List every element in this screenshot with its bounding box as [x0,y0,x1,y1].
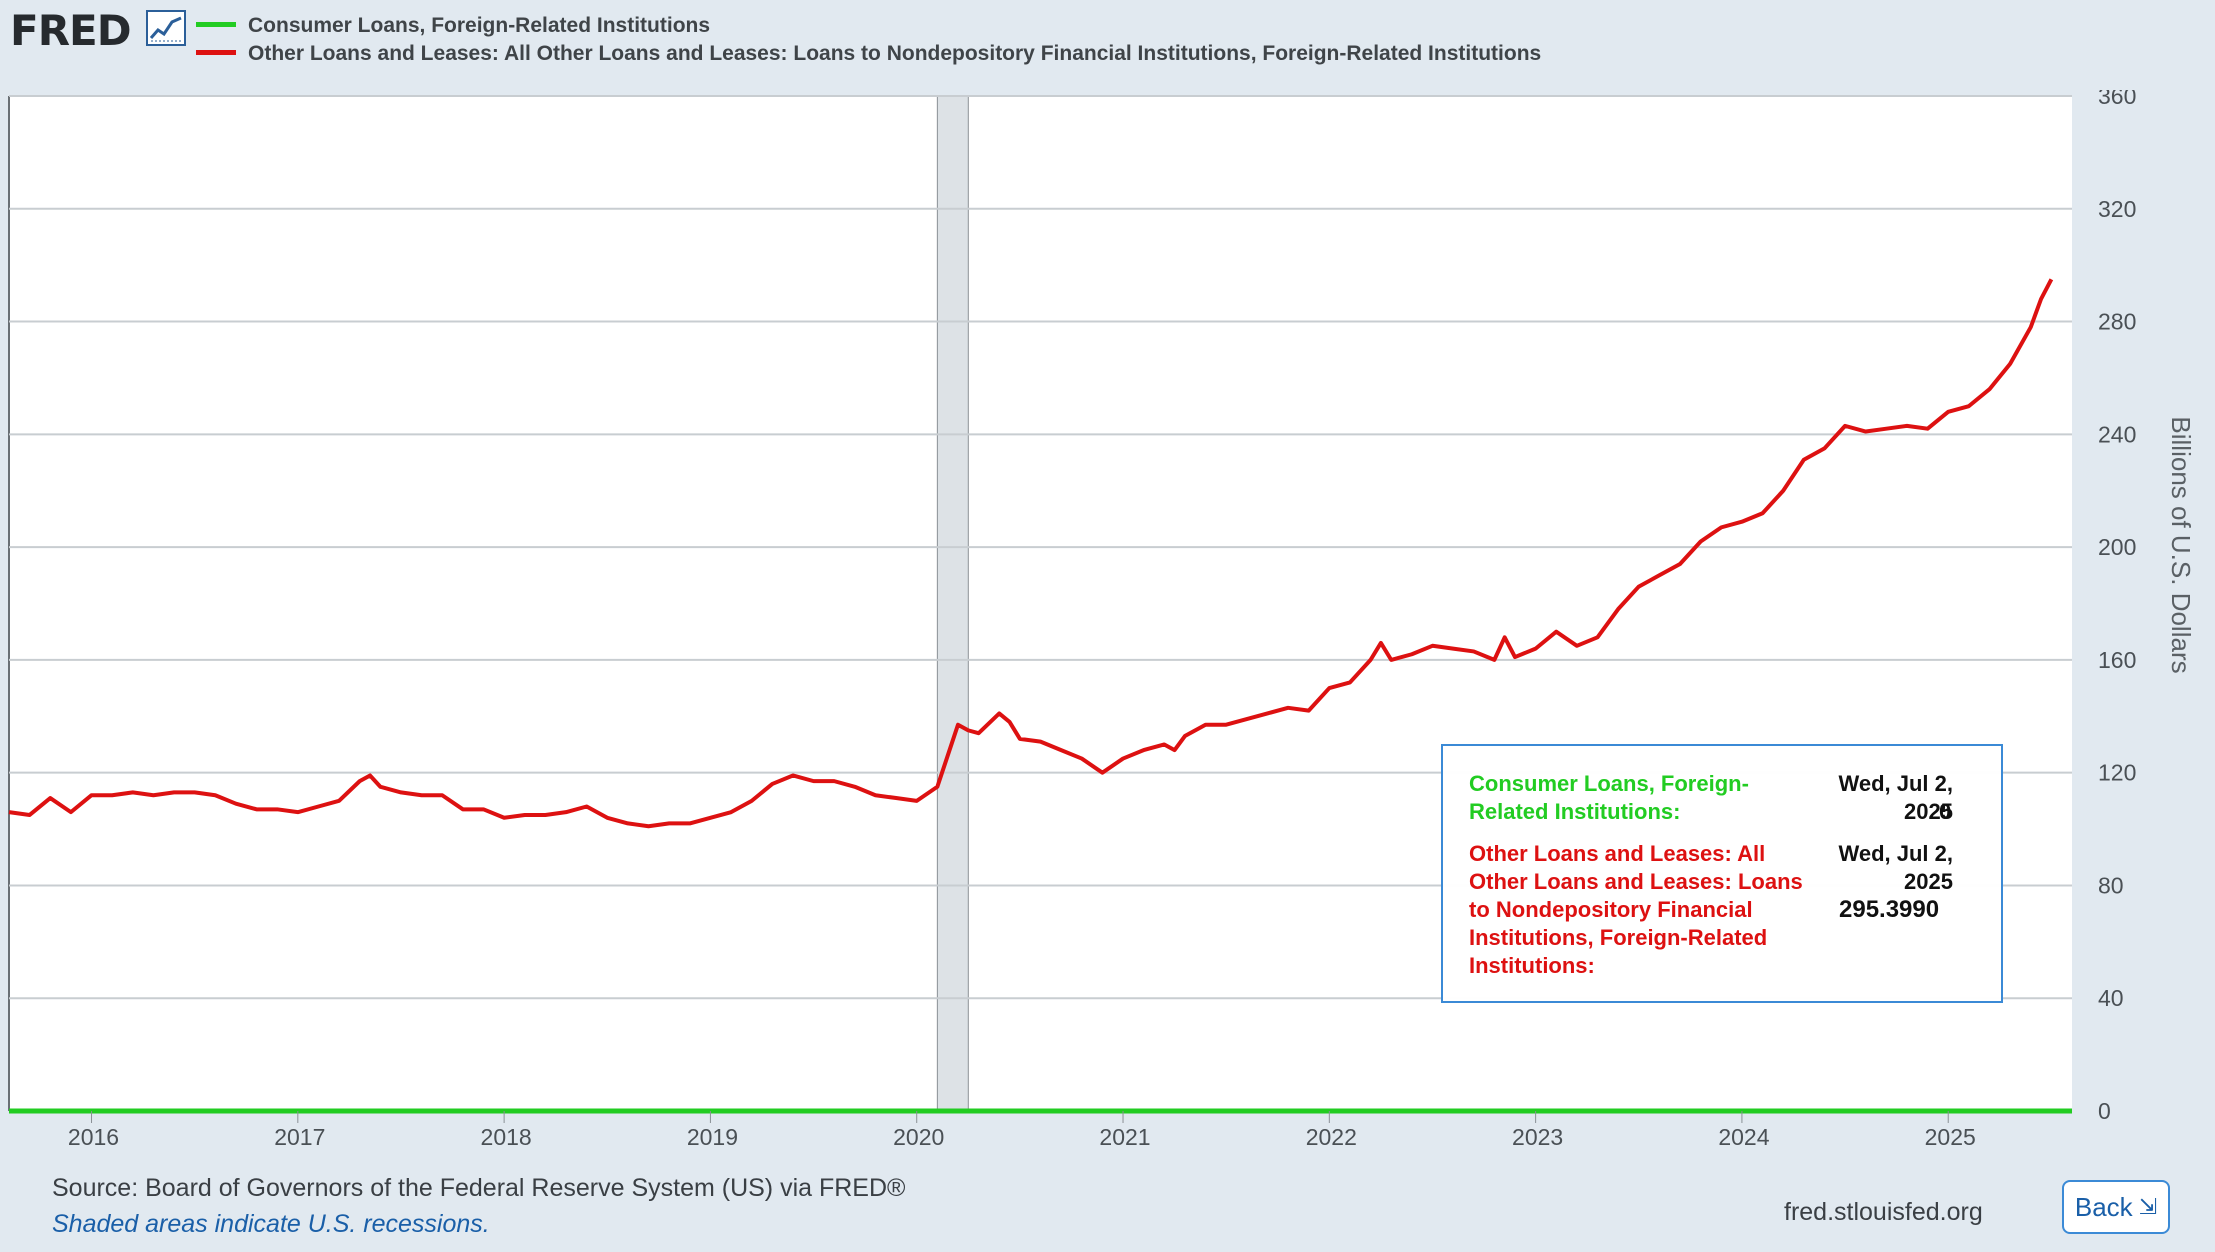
x-tick-label: 2025 [1925,1124,1976,1150]
tooltip-series1-value: 0 [1939,799,1952,824]
series-line-2 [8,278,2054,829]
y-tick-label: 360 [2098,90,2136,109]
x-tick-label: 2020 [893,1124,944,1150]
y-tick-label: 40 [2098,985,2124,1011]
y-tick-label: 160 [2098,647,2136,673]
source-note: Source: Board of Governors of the Federa… [52,1174,906,1202]
chart-footer: Source: Board of Governors of the Federa… [0,1172,2215,1252]
tooltip-series1-name: Consumer Loans, Foreign-Related Institut… [1469,771,1749,824]
back-label: Back [2074,1191,2133,1222]
y-tick-label: 280 [2098,309,2136,335]
x-tick-label: 2022 [1306,1124,1357,1150]
collapse-icon: ⇲ [2138,1194,2158,1219]
y-tick-label: 0 [2098,1098,2111,1124]
tooltip-series2-date: Wed, Jul 2, 2025 [1838,841,1953,894]
recession-band [936,95,969,1112]
legend-swatch [196,21,236,27]
y-tick-label: 200 [2098,534,2136,560]
legend-item-consumer-loans[interactable]: Consumer Loans, Foreign-Related Institut… [196,14,710,38]
x-tick-label: 2021 [1099,1124,1150,1150]
legend-swatch [196,49,236,55]
x-tick-label: 2019 [687,1124,738,1150]
y-tick-label: 120 [2098,760,2136,786]
site-link[interactable]: fred.stlouisfed.org [1784,1198,1983,1226]
x-tick-label: 2023 [1512,1124,1563,1150]
tooltip-series1-date: Wed, Jul 2, 2025 [1838,771,1953,824]
x-tick-label: 2016 [68,1124,119,1150]
fred-logo[interactable]: FRED [10,6,132,55]
legend-item-other-loans[interactable]: Other Loans and Leases: All Other Loans … [196,42,1541,66]
y-axis-label: Billions of U.S. Dollars [2166,416,2196,673]
line-chart[interactable]: 0 40 80 120 160 200 240 280 320 360 2016 2017 2018 20… [0,90,2215,1172]
tooltip-series2-value: 295.3990 [1839,896,1940,923]
legend-label: Other Loans and Leases: All Other Loans … [248,42,1542,65]
recession-note: Shaded areas indicate U.S. recessions. [52,1210,490,1238]
legend-label: Consumer Loans, Foreign-Related Institut… [248,14,711,37]
y-tick-label: 320 [2098,196,2136,222]
y-tick-label: 80 [2098,872,2124,898]
back-button[interactable]: Back ⇲ [2062,1180,2170,1234]
tooltip-series2-name: Other Loans and Leases: All Other Loans … [1469,841,1803,978]
x-tick-label: 2024 [1718,1124,1769,1150]
data-tooltip: Consumer Loans, Foreign-Related Institut… [1441,744,2003,1003]
chart-line-icon [146,10,186,46]
x-tick-label: 2018 [481,1124,532,1150]
chart-header: FRED Consumer Loans, Foreign-Related Ins… [0,0,2215,90]
x-tick-label: 2017 [274,1124,325,1150]
y-tick-label: 240 [2098,421,2136,447]
